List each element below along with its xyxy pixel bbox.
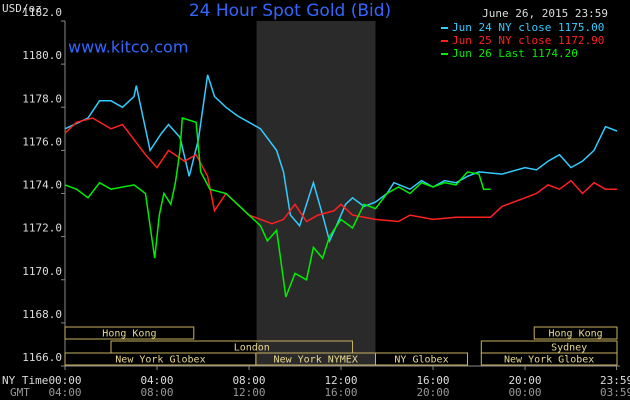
session-label: New York Globex bbox=[504, 355, 594, 366]
chart-title: 24 Hour Spot Gold (Bid) bbox=[189, 1, 391, 21]
session-box bbox=[480, 352, 618, 366]
session-label: Hong Kong bbox=[102, 329, 156, 340]
x-tick-label: 08:00 bbox=[232, 374, 265, 387]
x2-tick-label: 16:00 bbox=[324, 386, 357, 399]
y-tick-label: 1166.0 bbox=[22, 351, 62, 364]
y-tick-label: 1180.0 bbox=[22, 49, 62, 62]
x-tick-label: 16:00 bbox=[416, 374, 449, 387]
watermark: www.kitco.com bbox=[68, 38, 188, 57]
session-box bbox=[64, 326, 195, 340]
session-label: Hong Kong bbox=[549, 329, 603, 340]
session-label: New York Globex bbox=[115, 355, 205, 366]
legend-label: Jun 24 NY close 1175.00 bbox=[452, 21, 604, 34]
x2-tick-label: 20:00 bbox=[416, 386, 449, 399]
y-tick-label: 1178.0 bbox=[22, 92, 62, 105]
y-tick-label: 1172.0 bbox=[22, 222, 62, 235]
x-tick-label: 20:00 bbox=[508, 374, 541, 387]
x-tick-label: 12:00 bbox=[324, 374, 357, 387]
legend-label: Jun 26 Last 1174.20 bbox=[452, 47, 578, 60]
x2-tick-label: 03:59 bbox=[600, 386, 630, 399]
x2-tick-label: 12:00 bbox=[232, 386, 265, 399]
y-tick-label: 1174.0 bbox=[22, 179, 62, 192]
price-line bbox=[64, 117, 491, 298]
session-label: Sydney bbox=[551, 343, 587, 354]
y-tick-label: 1168.0 bbox=[22, 308, 62, 321]
legend-label: Jun 25 NY close 1172.90 bbox=[452, 34, 604, 47]
price-line bbox=[64, 74, 618, 244]
y-tick-label: 1170.0 bbox=[22, 265, 62, 278]
session-label: London bbox=[234, 343, 270, 354]
x2-tick-label: 04:00 bbox=[48, 386, 81, 399]
y-axis-label: USD/oz bbox=[2, 2, 42, 15]
y-tick-label: 1176.0 bbox=[22, 135, 62, 148]
x2-tick-label: 00:00 bbox=[508, 386, 541, 399]
y-tick-label: 1182.0 bbox=[22, 6, 62, 19]
x-axis-label: NY Time bbox=[2, 374, 48, 387]
x-tick-label: 23:59 bbox=[600, 374, 630, 387]
session-label: NY Globex bbox=[394, 355, 448, 366]
x2-axis-label: GMT bbox=[10, 386, 30, 399]
session-box bbox=[375, 352, 468, 366]
chart-date: June 26, 2015 23:59 bbox=[482, 7, 608, 20]
x-tick-label: 04:00 bbox=[140, 374, 173, 387]
x2-tick-label: 08:00 bbox=[140, 386, 173, 399]
session-label: New York NYMEX bbox=[274, 355, 358, 366]
price-line bbox=[64, 117, 617, 225]
x-tick-label: 00:00 bbox=[48, 374, 81, 387]
session-box bbox=[533, 326, 618, 340]
